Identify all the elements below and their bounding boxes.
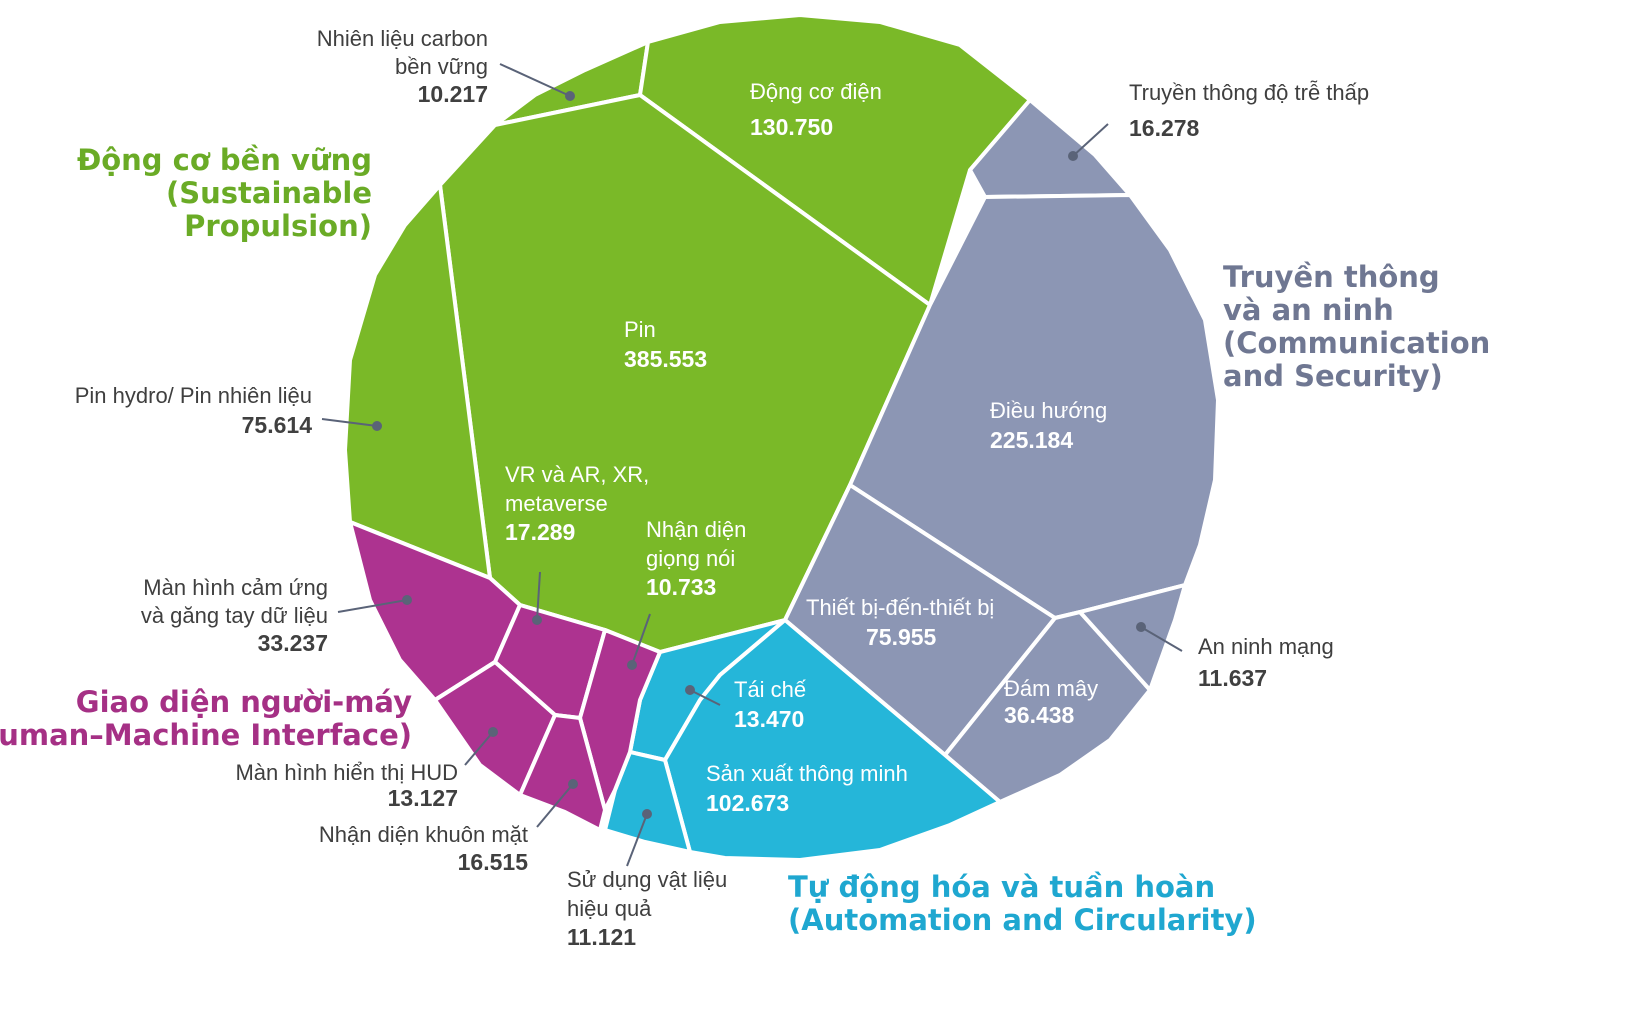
leader-dot-nhan-dien-giong-noi — [627, 660, 637, 670]
leader-dot-vr-ar — [532, 615, 542, 625]
leader-dot-tai-che — [685, 685, 695, 695]
group-title-2-line1: Tự động hóa và tuần hoàn — [788, 870, 1215, 904]
leader-lines-layer — [321, 63, 1183, 867]
leader-nhan-dien-giong-noi — [631, 613, 651, 666]
value-dong-co-dien: 130.750 — [750, 114, 833, 140]
label-san-xuat: Sản xuất thông minh — [706, 761, 908, 786]
value-pin-hydro: 75.614 — [242, 412, 313, 438]
leader-dot-an-ninh-mang — [1136, 622, 1146, 632]
value-an-ninh-mang: 11.637 — [1198, 665, 1267, 691]
value-hud: 13.127 — [388, 785, 458, 811]
value-pin: 385.553 — [624, 346, 707, 372]
leader-an-ninh-mang — [1140, 626, 1183, 652]
label-dong-co-dien: Động cơ điện — [750, 79, 882, 104]
value-dieu-huong: 225.184 — [990, 427, 1073, 453]
group-title-0-line1: Động cơ bền vững — [77, 143, 372, 177]
leader-nhien-lieu-carbon — [499, 63, 571, 97]
label-man-hinh-cam-ung: Màn hình cảm ứng — [143, 575, 328, 600]
group-title-3-line2: (Human–Machine Interface) — [0, 718, 412, 752]
value-vr-ar: 17.289 — [505, 519, 575, 545]
label-pin-hydro: Pin hydro/ Pin nhiên liệu — [75, 383, 312, 408]
group-title-1-line4: and Security) — [1223, 359, 1443, 393]
label-vr-ar: VR và AR, XR, — [505, 462, 649, 487]
leader-dot-hud — [488, 727, 498, 737]
leader-dot-su-dung-vat-lieu — [642, 809, 652, 819]
group-title-2-line2: (Automation and Circularity) — [788, 903, 1257, 937]
leader-tai-che — [689, 689, 721, 706]
group-title-3-line1: Giao diện người-máy — [76, 685, 412, 719]
group-title-1-line1: Truyền thông — [1223, 260, 1440, 294]
leader-nhan-dien-khuon-mat — [536, 783, 574, 828]
group-title-1-line2: và an ninh — [1223, 293, 1394, 327]
leader-dot-nhien-lieu-carbon — [565, 91, 575, 101]
label-tai-che: Tái chế — [734, 677, 806, 702]
leader-dot-nhan-dien-khuon-mat — [568, 779, 578, 789]
label-nhan-dien-khuon-mat: Nhận diện khuôn mặt — [319, 822, 528, 847]
label-dieu-huong: Điều hướng — [990, 398, 1107, 423]
cell-nhan-dien-khuon-mat — [518, 713, 607, 832]
value-nhan-dien-khuon-mat: 16.515 — [458, 849, 529, 875]
label-nhien-lieu-carbon: Nhiên liệu carbon — [317, 26, 488, 51]
value-tai-che: 13.470 — [734, 706, 804, 732]
group-title-1-line3: (Communication — [1223, 326, 1490, 360]
value-man-hinh-cam-ung: 33.237 — [258, 630, 328, 656]
leader-dot-pin-hydro — [372, 421, 382, 431]
label-nhan-dien-giong-noi: Nhận diện — [646, 517, 746, 542]
leader-man-hinh-cam-ung — [337, 599, 408, 613]
leader-pin-hydro — [321, 418, 378, 427]
value-su-dung-vat-lieu: 11.121 — [567, 924, 636, 950]
value-truyen-thong-do-tre: 16.278 — [1129, 115, 1200, 141]
leader-hud — [464, 731, 494, 766]
label-vr-ar-line2: metaverse — [505, 491, 608, 516]
label-nhien-lieu-carbon-line2: bền vững — [395, 54, 488, 79]
value-thiet-bi: 75.955 — [866, 624, 937, 650]
label-dam-may: Đám mây — [1004, 676, 1098, 701]
leader-dot-man-hinh-cam-ung — [402, 595, 412, 605]
cell-san-xuat — [663, 618, 1002, 862]
leader-truyen-thong-do-tre — [1072, 123, 1109, 157]
label-su-dung-vat-lieu-line2: hiệu quả — [567, 896, 652, 921]
label-man-hinh-cam-ung-line2: và găng tay dữ liệu — [141, 603, 328, 628]
label-truyen-thong-do-tre: Truyền thông độ trễ thấp — [1129, 80, 1369, 105]
value-dam-may: 36.438 — [1004, 702, 1075, 728]
value-san-xuat: 102.673 — [706, 790, 789, 816]
value-nhien-lieu-carbon: 10.217 — [418, 81, 488, 107]
label-nhan-dien-giong-noi-line2: giọng nói — [646, 546, 735, 571]
cell-an-ninh-mang — [1078, 583, 1187, 692]
group-title-0-line2: (Sustainable — [166, 176, 372, 210]
group-title-0-line3: Propulsion) — [184, 209, 372, 243]
value-nhan-dien-giong-noi: 10.733 — [646, 574, 716, 600]
cells-layer — [343, 13, 1220, 862]
label-su-dung-vat-lieu: Sử dụng vật liệu — [567, 867, 727, 892]
label-pin: Pin — [624, 317, 656, 342]
label-thiet-bi: Thiết bị-đến-thiết bị — [806, 595, 994, 620]
leader-dot-truyen-thong-do-tre — [1068, 151, 1078, 161]
leader-vr-ar — [536, 571, 541, 621]
label-an-ninh-mang: An ninh mạng — [1198, 634, 1334, 659]
label-hud: Màn hình hiển thị HUD — [235, 760, 458, 785]
leader-su-dung-vat-lieu — [626, 813, 648, 867]
